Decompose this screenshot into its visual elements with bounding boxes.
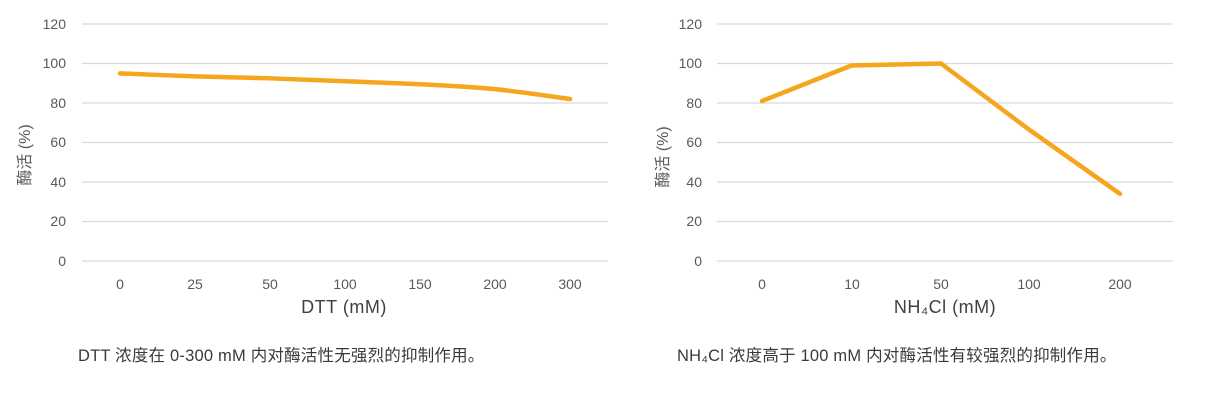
x-tick-label: 100: [333, 276, 357, 292]
line-series: [759, 61, 1123, 197]
nh4cl-chart: 酶活 (%) 120 100 80 60 40 20 0 0 10 50 100…: [600, 0, 1222, 335]
x-axis-title: DTT (mM): [301, 297, 387, 317]
y-tick-label: 80: [686, 95, 702, 111]
plot-area: [82, 23, 608, 262]
line-series: [117, 71, 573, 102]
x-tick-label: 100: [1017, 276, 1041, 292]
y-axis-title: 酶活 (%): [655, 126, 672, 188]
y-tick-label: 40: [50, 174, 66, 190]
x-tick-label: 0: [758, 276, 766, 292]
x-tick-label: 300: [558, 276, 582, 292]
y-tick-label: 0: [58, 253, 66, 269]
x-tick-label: 200: [1108, 276, 1132, 292]
x-tick-label: 50: [933, 276, 949, 292]
x-axis-title: NH₄Cl (mM): [893, 297, 997, 317]
y-tick-label: 60: [50, 134, 66, 150]
y-tick-label: 0: [694, 253, 702, 269]
y-tick-label: 100: [678, 55, 702, 71]
x-tick-label: 0: [116, 276, 124, 292]
y-tick-label: 20: [686, 213, 702, 229]
x-tick-label: 25: [187, 276, 203, 292]
x-tick-label: 150: [408, 276, 432, 292]
y-tick-label: 40: [686, 174, 702, 190]
x-tick-label: 200: [483, 276, 507, 292]
y-tick-label: 80: [50, 95, 66, 111]
y-tick-label: 20: [50, 213, 66, 229]
chart-caption: DTT 浓度在 0-300 mM 内对酶活性无强烈的抑制作用。: [78, 347, 485, 365]
y-tick-label: 60: [686, 134, 702, 150]
dtt-chart: 酶活 (%) 120 100 80 60 40 20 0 0 25 50 100…: [0, 0, 622, 335]
y-tick-label: 100: [42, 55, 66, 71]
y-tick-label: 120: [42, 16, 66, 32]
x-tick-label: 50: [262, 276, 278, 292]
chart-caption: NH₄Cl 浓度高于 100 mM 内对酶活性有较强烈的抑制作用。: [677, 347, 1117, 365]
y-axis-title: 酶活 (%): [17, 124, 34, 186]
x-tick-label: 10: [844, 276, 860, 292]
plot-area: [717, 23, 1173, 262]
y-tick-label: 120: [678, 16, 702, 32]
